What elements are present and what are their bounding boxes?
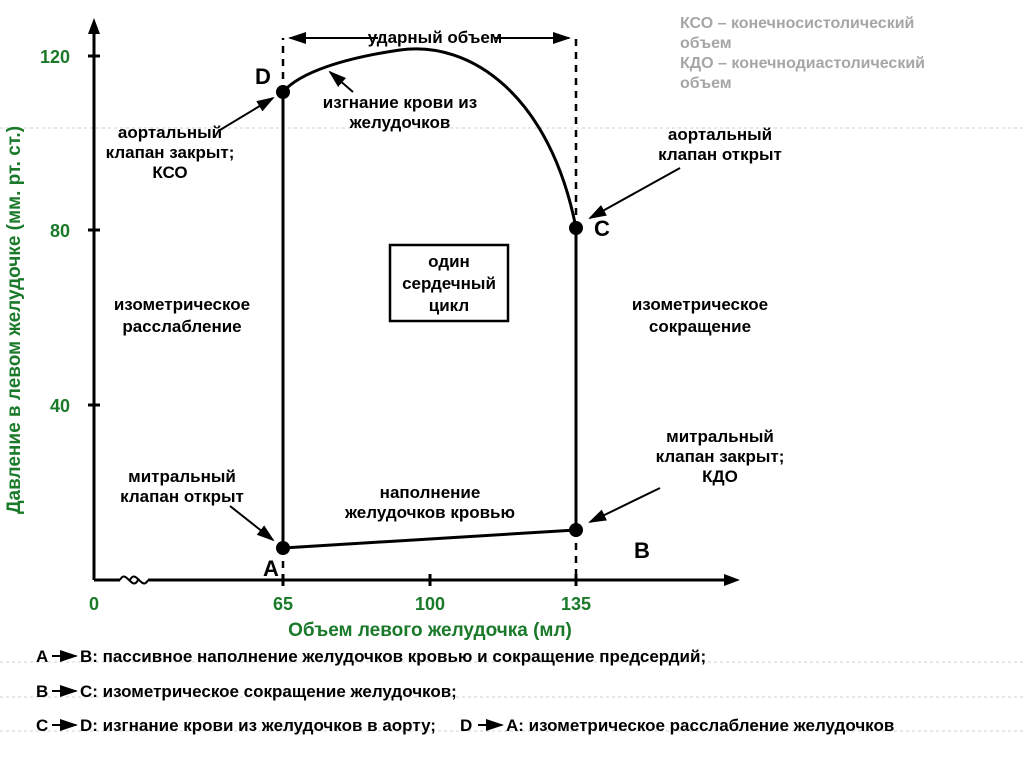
svg-text:сердечный: сердечный xyxy=(402,274,496,293)
svg-text:0: 0 xyxy=(89,594,99,614)
svg-text:клапан открыт: клапан открыт xyxy=(120,487,244,506)
y-tick-40: 40 xyxy=(50,396,100,416)
svg-text:D: D xyxy=(460,716,472,735)
legend-abbrev: КСО – конечносистолический объем КДО – к… xyxy=(680,15,925,92)
svg-text:аортальный: аортальный xyxy=(668,125,772,144)
point-d: D xyxy=(255,64,290,99)
svg-text:80: 80 xyxy=(50,221,70,241)
svg-text:40: 40 xyxy=(50,396,70,416)
svg-text:клапан открыт: клапан открыт xyxy=(658,145,782,164)
svg-text:C: C xyxy=(594,216,610,241)
mitral-open-label: митральный клапан открыт xyxy=(120,467,273,540)
isometric-relax-label: изометрическое расслабление xyxy=(114,295,250,336)
x-axis-arrow-icon xyxy=(724,574,740,586)
svg-text:расслабление: расслабление xyxy=(122,317,241,336)
svg-text:C: изометрическое сокращение ж: C: изометрическое сокращение желудочков; xyxy=(80,682,457,701)
x-axis-title: Объем левого желудочка (мл) xyxy=(288,620,572,641)
legend-cd: C D: изгнание крови из желудочков в аорт… xyxy=(36,716,436,735)
svg-text:изометрическое: изометрическое xyxy=(114,295,250,314)
svg-text:65: 65 xyxy=(273,594,293,614)
svg-text:B: B xyxy=(634,538,650,563)
legend-bc: B C: изометрическое сокращение желудочко… xyxy=(36,682,457,701)
svg-text:D: изгнание крови из желудочко: D: изгнание крови из желудочков в аорту; xyxy=(80,716,436,735)
svg-text:B: B xyxy=(36,682,48,701)
svg-text:объем: объем xyxy=(680,35,732,52)
svg-text:КСО – конечносистолический: КСО – конечносистолический xyxy=(680,15,914,32)
legend-ab: A B: пассивное наполнение желудочков кро… xyxy=(36,647,706,666)
svg-text:КДО: КДО xyxy=(702,467,738,486)
svg-text:желудочков кровью: желудочков кровью xyxy=(344,503,515,522)
svg-text:A: A xyxy=(263,556,279,581)
svg-text:КДО – конечнодиастолический: КДО – конечнодиастолический xyxy=(680,55,925,72)
stroke-volume-label: ударный объем xyxy=(368,28,502,47)
svg-text:КСО: КСО xyxy=(152,163,187,182)
svg-text:B: пассивное наполнение желудо: B: пассивное наполнение желудочков кровь… xyxy=(80,647,706,666)
aortic-closed-label: аортальный клапан закрыт; КСО xyxy=(106,98,273,182)
y-axis-arrow-icon xyxy=(88,18,100,34)
svg-text:A: A xyxy=(36,647,48,666)
svg-text:A: изометрическое расслабление: A: изометрическое расслабление желудочко… xyxy=(506,716,894,735)
x-tick-0: 0 xyxy=(89,594,99,614)
loop-ab xyxy=(283,530,576,548)
svg-text:120: 120 xyxy=(40,47,70,67)
filling-label: наполнение желудочков кровью xyxy=(344,483,515,522)
svg-text:клапан закрыт;: клапан закрыт; xyxy=(106,143,235,162)
svg-text:C: C xyxy=(36,716,48,735)
svg-text:сокращение: сокращение xyxy=(649,317,751,336)
y-axis-title: Давление в левом желудочке (мм. рт. ст.) xyxy=(4,126,25,514)
isometric-contract-label: изометрическое сокращение xyxy=(632,295,768,336)
svg-text:наполнение: наполнение xyxy=(380,483,481,502)
point-b: B xyxy=(569,523,650,563)
svg-text:клапан закрыт;: клапан закрыт; xyxy=(656,447,785,466)
svg-text:митральный: митральный xyxy=(666,427,774,446)
svg-text:цикл: цикл xyxy=(429,296,469,315)
svg-text:объем: объем xyxy=(680,75,732,92)
svg-text:изометрическое: изометрическое xyxy=(632,295,768,314)
ejection-label: изгнание крови из желудочков xyxy=(323,72,477,132)
svg-text:D: D xyxy=(255,64,271,89)
y-tick-80: 80 xyxy=(50,221,100,241)
svg-text:135: 135 xyxy=(561,594,591,614)
svg-text:аортальный: аортальный xyxy=(118,123,222,142)
legend-da: D A: изометрическое расслабление желудоч… xyxy=(460,716,894,735)
svg-text:100: 100 xyxy=(415,594,445,614)
svg-text:желудочков: желудочков xyxy=(349,113,451,132)
svg-text:изгнание крови из: изгнание крови из xyxy=(323,93,477,112)
mitral-closed-label: митральный клапан закрыт; КДО xyxy=(590,427,784,522)
svg-text:митральный: митральный xyxy=(128,467,236,486)
y-tick-120: 120 xyxy=(40,47,100,67)
svg-text:один: один xyxy=(428,252,470,271)
aortic-open-label: аортальный клапан открыт xyxy=(590,125,782,218)
loop-cd xyxy=(283,49,576,228)
point-a: A xyxy=(263,541,290,581)
center-cycle-box: один сердечный цикл xyxy=(390,245,508,321)
